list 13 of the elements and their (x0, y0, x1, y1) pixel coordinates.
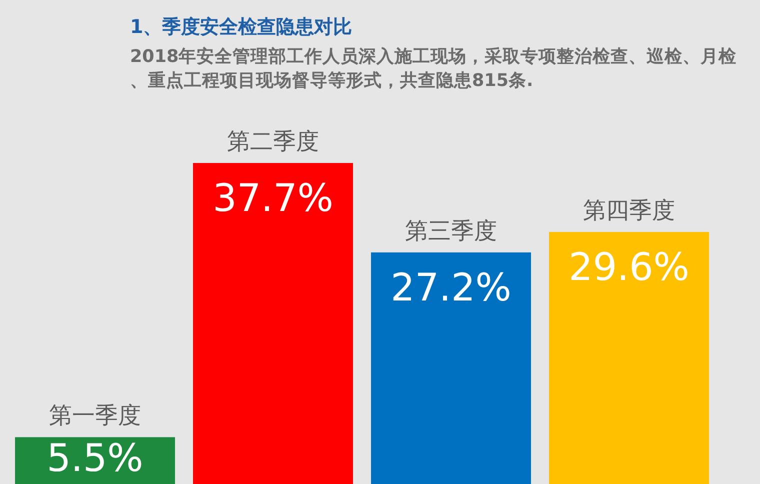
bar (371, 252, 531, 484)
x-tick-label: 第二季度 (227, 129, 319, 155)
x-tick-label: 第四季度 (583, 198, 675, 224)
data-label: 27.2% (390, 265, 512, 310)
data-label: 37.7% (212, 176, 334, 220)
x-tick-label: 第一季度 (49, 403, 141, 430)
data-label: 29.6% (568, 244, 690, 289)
chart-subtitle: 2018年安全管理部工作人员深入施工现场，采取专项整治检查、巡检、月检、重点工程项目现场督导等形式，共查隐患815条. (130, 46, 738, 91)
bar (193, 163, 353, 484)
chart-title: 1、季度安全检查隐患对比 (130, 16, 352, 38)
x-tick-label: 第三季度 (405, 218, 497, 244)
bar (549, 232, 709, 484)
data-label: 5.5% (46, 436, 144, 480)
